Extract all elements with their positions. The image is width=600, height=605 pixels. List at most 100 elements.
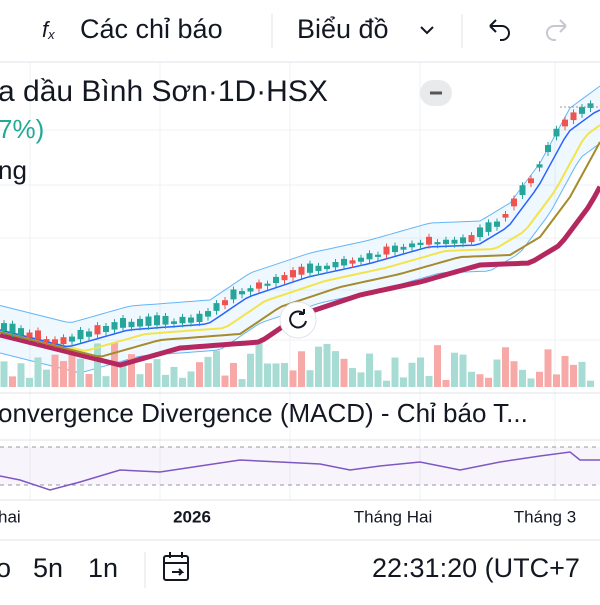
chevron[interactable] [420, 26, 434, 35]
change: 7%) [0, 114, 44, 144]
candle [86, 331, 92, 337]
volume-bar [357, 372, 365, 387]
candle [307, 263, 313, 273]
candle [69, 336, 75, 342]
range-button[interactable]: o [0, 553, 11, 583]
rsi-line [0, 451, 600, 491]
candle [230, 289, 237, 300]
candle [239, 291, 245, 295]
volume-bar [230, 362, 237, 387]
symbol-title: a dầu Bình Sơn·1D·HSX [0, 75, 328, 108]
candle [188, 317, 194, 323]
volume-bar [68, 354, 76, 387]
volume-bar [187, 371, 195, 387]
toolbar [0, 0, 600, 60]
volume-bar [26, 377, 33, 387]
candle [434, 242, 441, 245]
indicators-button[interactable]: Các chỉ báo [80, 14, 223, 44]
volume-bar [0, 361, 8, 387]
volume-bar [323, 343, 331, 387]
candle [256, 282, 262, 289]
undo[interactable] [489, 19, 510, 41]
candle [324, 265, 330, 270]
candle [545, 145, 551, 152]
volume-bar [60, 361, 67, 387]
volume-bar [272, 363, 280, 387]
candle [26, 332, 33, 338]
candle [154, 315, 160, 326]
calendar-icon[interactable] [163, 552, 189, 581]
volume-bar [553, 374, 560, 387]
candle [468, 235, 475, 243]
volume-bar [238, 379, 246, 387]
volume-bar [77, 358, 84, 387]
candle [213, 303, 220, 311]
candle [137, 318, 143, 327]
candle [494, 221, 500, 227]
reset-button[interactable] [279, 301, 317, 339]
volume-bar [94, 343, 101, 387]
volume-bar [561, 356, 569, 387]
volume-bar [502, 347, 509, 387]
volume-bar [34, 357, 42, 387]
volume-bar [459, 354, 467, 387]
range-button[interactable]: 1n [88, 553, 118, 583]
candle [358, 257, 364, 262]
candle [383, 246, 390, 255]
candle [553, 128, 560, 137]
macd-title: onvergence Divergence (MACD) - Chỉ báo T… [0, 398, 528, 428]
candle [528, 178, 534, 184]
candle [35, 330, 41, 340]
volume-bar [527, 378, 535, 387]
volume-bar [85, 373, 93, 387]
volume-bar [442, 380, 450, 387]
candle [315, 265, 322, 271]
volume-bar [306, 370, 314, 387]
volume-bar [493, 359, 501, 387]
volume-bar [281, 362, 288, 387]
clock: 22:31:20 (UTC+7 [372, 553, 580, 583]
ma-olive [0, 141, 600, 358]
volume-bar [128, 354, 135, 387]
candle [9, 323, 16, 334]
candle [400, 246, 407, 250]
volume-bar [434, 345, 441, 387]
candle [111, 322, 118, 330]
candle [18, 328, 24, 336]
candle [417, 242, 424, 245]
candle [511, 198, 517, 207]
time-label: Tháng 3 [514, 507, 576, 526]
candle [375, 254, 381, 257]
range-button[interactable]: 5n [33, 553, 63, 583]
candle [332, 261, 339, 268]
volume-bar [289, 370, 297, 387]
candle [485, 222, 492, 232]
candle [120, 318, 126, 328]
chart-button[interactable]: Biểu đồ [297, 14, 389, 44]
volume-bar [9, 376, 16, 387]
volume-bar [408, 362, 416, 387]
candle [290, 270, 296, 278]
candle [341, 258, 347, 266]
volume-bar [366, 353, 373, 387]
volume-bar [51, 354, 59, 387]
volume-bar [485, 377, 492, 387]
candle [562, 119, 568, 127]
candle [460, 237, 466, 244]
volume-bar [536, 371, 543, 387]
volume-bar [570, 364, 577, 387]
volume-bar [391, 357, 399, 387]
volume-bar [162, 374, 169, 387]
candle [264, 283, 271, 286]
ma-yellow [0, 124, 600, 352]
volume-bar [383, 380, 390, 387]
candle [1, 323, 7, 331]
volume-bar [255, 342, 263, 387]
redo[interactable] [546, 19, 567, 41]
volume-bar [476, 374, 484, 387]
volume-bar [417, 357, 424, 387]
candle [145, 316, 152, 326]
candle [502, 213, 509, 218]
volume-bar [204, 356, 212, 387]
